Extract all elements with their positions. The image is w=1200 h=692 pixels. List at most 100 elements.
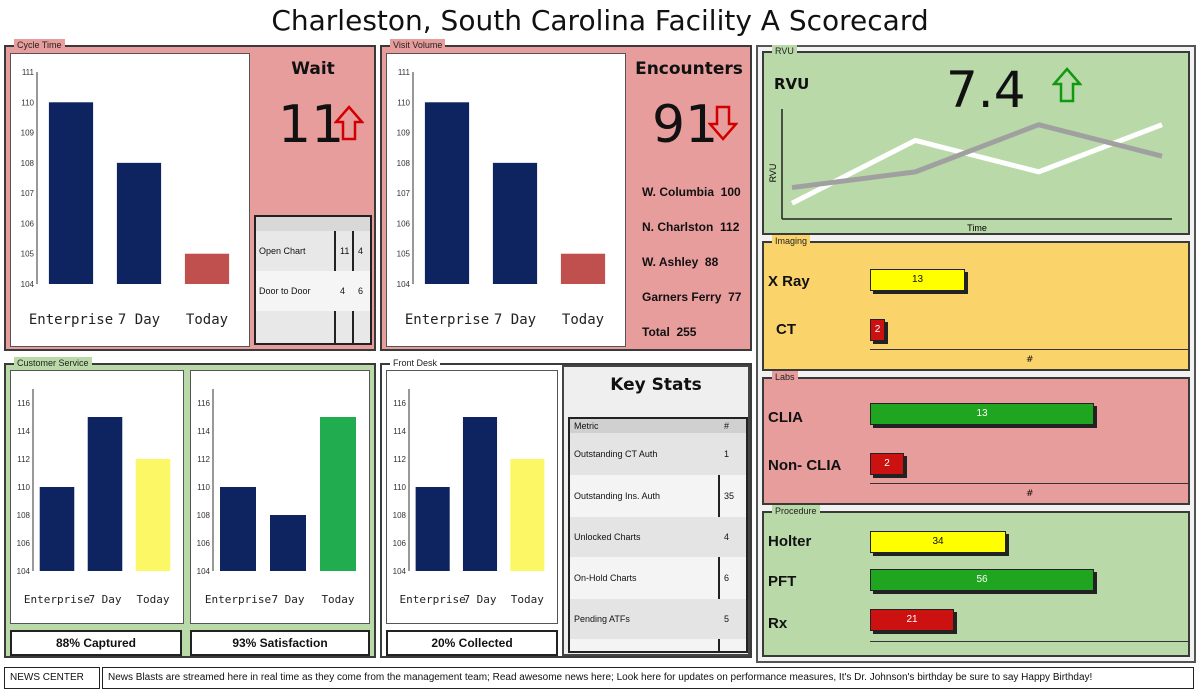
x-tick-label: 7 Day [463,593,496,606]
bar [48,102,94,285]
y-tick-label: 104 [197,567,211,576]
table-row: Door to Door 4 6 [256,271,370,311]
y-tick-label: 109 [21,129,35,138]
cycle-time-panel: Cycle Time 111 110 109 108 107 106 105 104 Enter… [4,39,376,351]
y-tick-label: 114 [393,427,406,436]
x-tick-label: Enterprise [29,312,113,328]
bar [116,162,162,284]
y-tick-label: 111 [22,68,35,77]
bar [492,162,538,284]
panel-label: Cycle Time [14,39,65,51]
encounters-title: Encounters [635,59,743,79]
x-tick-label: 7 Day [271,593,304,606]
y-tick-label: 110 [17,483,30,492]
pft-bar: 56 [870,569,1094,591]
y-tick-label: 105 [397,250,411,259]
y-tick-label: 110 [197,483,210,492]
captured-caption: 88% Captured [10,630,182,656]
table-row: Open Chart 11 4 [256,231,370,271]
bar [320,417,356,571]
bar-chart: 111 110 109 108 107 106 105 104 Enterprise 7 Day T… [21,68,230,328]
bar [39,487,75,571]
key-stats-box: Key Stats Metric # Outstanding CT Auth 1… [562,365,750,656]
labs-panel: Labs CLIA 13 Non- CLIA 2 # [762,371,1190,505]
imaging-panel: Imaging X Ray 13 CT 2 # [762,235,1190,371]
holter-bar: 34 [870,531,1006,553]
x-tick-label: Enterprise [205,593,271,606]
x-tick-label: Enterprise [405,312,489,328]
x-tick-label: Today [511,593,544,606]
axis-line [870,641,1188,642]
panel-label: Imaging [772,235,811,247]
row-value-a: 11 [340,246,350,256]
panel-label: Visit Volume [390,39,446,51]
y-tick-label: 106 [17,539,31,548]
bar [135,459,171,571]
y-tick-label: 108 [17,511,31,520]
y-tick-label: 106 [197,539,211,548]
y-tick-label: 107 [397,189,411,198]
y-tick-label: 110 [397,98,410,107]
news-ticker[interactable]: News Blasts are streamed here in real ti… [102,667,1194,689]
x-tick-label: 7 Day [88,593,121,606]
metric-header: Metric [574,421,599,431]
row-name: Open Chart [259,246,306,256]
arrow-down-icon [708,105,738,141]
x-tick-label: Today [321,593,354,606]
rvu-line-chart: RVU Time [768,109,1172,233]
row-value-a: 4 [340,286,346,296]
list-item: W. Columbia 100 [642,185,741,199]
table-row: Pending ATFs 5 [570,599,746,639]
customer-service-panel: Customer Service 116 114 112 110 108 106 104 En… [4,357,376,658]
y-tick-label: 106 [397,219,411,228]
y-tick-label: 112 [393,455,406,464]
y-tick-label: 105 [21,250,35,259]
bar [462,417,498,571]
y-tick-label: 104 [21,280,35,289]
y-axis-label: RVU [768,164,778,183]
bar [424,102,470,285]
non-clia-label: Non- CLIA [768,457,842,474]
table-row: Unlocked Charts 4 [570,517,746,557]
count-header: # [724,421,730,431]
panel-label: Labs [772,371,798,383]
row-value-b: 4 [358,246,364,256]
cycle-time-table: Open Chart 11 4 Door to Door 4 6 [254,215,372,345]
axis-label: # [1026,489,1034,499]
x-tick-label: Today [136,593,169,606]
front-desk-chart: 116 114 112 110 108 106 104 Enterprise 7 Day Toda… [386,370,558,624]
clia-bar: 13 [870,403,1094,425]
list-item: W. Ashley 88 [642,255,719,269]
bar-chart: 111 110 109 108 107 106 105 104 Enterprise 7 Day T… [397,68,606,328]
axis-line [870,349,1188,350]
x-tick-label: 7 Day [494,312,536,328]
y-tick-label: 104 [393,567,407,576]
y-tick-label: 108 [393,511,407,520]
location-list: W. Columbia 100 N. Charlston 112 W. Ashl… [642,175,752,350]
series-line [791,122,1163,191]
y-tick-label: 108 [21,159,35,168]
visit-volume-panel: Visit Volume 111 110 109 108 107 106 105 104 Ent… [380,39,752,351]
x-tick-label: 7 Day [118,312,160,328]
list-item: N. Charlston 112 [642,220,740,234]
table-row: Outstanding Ins. Auth 35 [574,491,735,501]
procedure-panel: Procedure Holter 34 PFT 56 Rx 21 [762,505,1190,657]
visit-volume-chart: 111 110 109 108 107 106 105 104 Enterprise 7 Day T… [386,53,626,347]
panel-label: Front Desk [390,357,441,369]
encounters-value: 91 [652,95,719,155]
y-tick-label: 104 [17,567,31,576]
row-value-b: 6 [358,286,364,296]
y-tick-label: 106 [21,219,35,228]
y-tick-label: 111 [398,68,411,77]
xray-bar: 13 [870,269,965,291]
table-row: On-Hold Charts 6 [574,573,730,583]
panel-label: RVU [772,45,797,57]
x-tick-label: Enterprise [400,593,466,606]
bar [560,253,606,284]
bar [415,487,450,571]
list-item: Garners Ferry 77 [642,290,742,304]
y-tick-label: 109 [397,129,411,138]
y-tick-label: 116 [17,399,30,408]
